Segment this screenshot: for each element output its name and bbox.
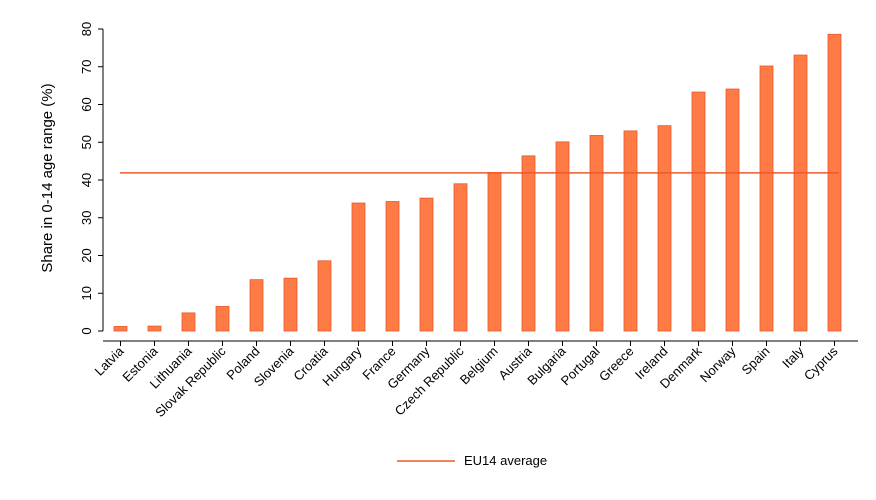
bar-cyprus [827,33,842,332]
bar-poland [249,279,264,332]
bar-latvia [113,326,128,332]
bar-ireland [657,125,672,332]
y-tick-label: 50 [79,135,94,149]
bar-estonia [147,325,162,332]
x-tick-label: Belgium [457,344,501,388]
y-tick-label: 10 [79,286,94,300]
x-tick-label: Greece [596,344,637,385]
bar-germany [419,197,434,332]
y-axis: 0 10 20 30 40 50 60 70 80 [79,22,104,335]
y-axis-title: Share in 0-14 age range (%) [39,83,56,272]
bar-greece [623,130,638,332]
y-tick-label: 0 [79,327,94,334]
bar-austria [521,155,536,332]
bars [113,33,842,332]
bar-croatia [317,260,332,332]
bar-norway [725,88,740,332]
x-tick-label: Norway [697,343,739,385]
legend: EU14 average [397,453,547,468]
bar-hungary [351,202,366,332]
legend-label: EU14 average [464,453,547,468]
x-tick-label: Cyprus [801,343,841,383]
y-tick-label: 60 [79,97,94,111]
y-tick-label: 30 [79,211,94,225]
y-tick-label: 80 [79,22,94,36]
bar-bulgaria [555,141,570,332]
x-tick-label: Italy [779,343,807,371]
bar-belgium [487,172,502,332]
y-tick-label: 40 [79,173,94,187]
bar-italy [793,54,808,332]
bar-slovenia [283,277,298,332]
bar-czech-republic [453,183,468,332]
y-tick-label: 20 [79,248,94,262]
bar-spain [759,65,774,332]
y-tick-label: 70 [79,60,94,74]
bar-denmark [691,91,706,332]
bar-lithuania [181,312,196,332]
x-tick-label: Spain [739,344,773,378]
bar-portugal [589,135,604,332]
bar-slovak-republic [215,306,230,332]
bar-france [385,201,400,332]
